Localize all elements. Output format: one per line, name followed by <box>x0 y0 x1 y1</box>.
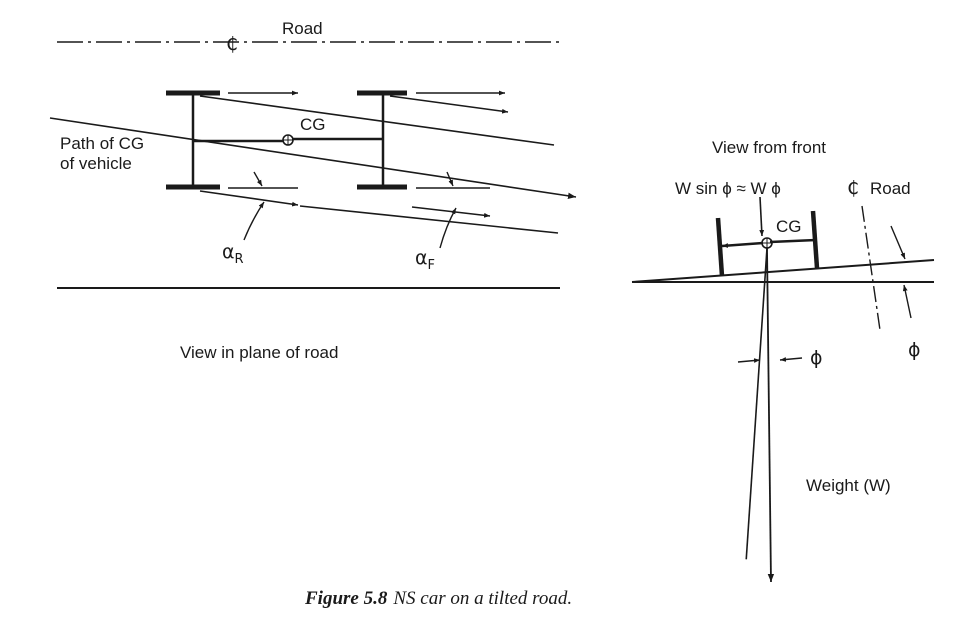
centerline-symbol: ₵ <box>226 33 238 55</box>
figure-caption: Figure 5.8 NS car on a tilted road. <box>304 588 572 609</box>
phi-arrow-right <box>779 357 803 362</box>
alpha-f-label: αF <box>415 247 435 273</box>
alpha-f-leader <box>439 207 457 249</box>
tilt-arrow-top <box>890 225 906 260</box>
rear-bottom-velocity-arrow <box>199 190 299 207</box>
force-pointer-arrow <box>759 196 765 237</box>
front-road-centerline <box>861 205 881 331</box>
front-bottom-velocity-head <box>411 206 491 218</box>
left-view: ₵ Road Path of CG of vehicle CG <box>49 19 577 362</box>
tilted-road-surface <box>631 259 935 283</box>
rear-top-velocity-arrow <box>199 95 555 146</box>
road-label: Road <box>282 19 323 38</box>
cg-label-left: CG <box>300 115 326 134</box>
cg-marker-left <box>282 134 294 146</box>
alpha-r-label: αR <box>222 241 244 267</box>
right-view-label: View from front <box>712 138 826 157</box>
cg-label-right: CG <box>776 217 802 236</box>
cg-marker-right <box>761 237 773 249</box>
left-view-label: View in plane of road <box>180 343 338 362</box>
tilt-arrow-bottom <box>902 284 912 319</box>
phi-bottom-label: ϕ <box>810 347 823 369</box>
phi-arrow-left <box>737 358 761 363</box>
lateral-force-arrow <box>721 241 764 248</box>
phi-right-label: ϕ <box>908 339 921 361</box>
normal-vector <box>745 247 768 560</box>
cg-path-line <box>49 117 577 199</box>
front-view-axle <box>769 238 817 244</box>
front-bottom-velocity-arrow <box>299 205 559 234</box>
right-view: View from front W sin ϕ ≈ W ϕ ₵ Road ϕ C… <box>631 138 935 583</box>
weight-label: Weight (W) <box>806 476 891 495</box>
alpha-r-tick <box>253 171 263 187</box>
path-label-line2: of vehicle <box>60 154 132 173</box>
force-label: W sin ϕ ≈ W ϕ <box>675 179 781 198</box>
front-centerline-symbol: ₵ <box>847 177 859 199</box>
front-top-velocity-arrow <box>389 95 509 114</box>
alpha-r-leader <box>243 201 265 241</box>
front-road-label: Road <box>870 179 911 198</box>
weight-vector <box>766 247 775 583</box>
path-label-line1: Path of CG <box>60 134 144 153</box>
alpha-f-tick <box>446 171 454 187</box>
